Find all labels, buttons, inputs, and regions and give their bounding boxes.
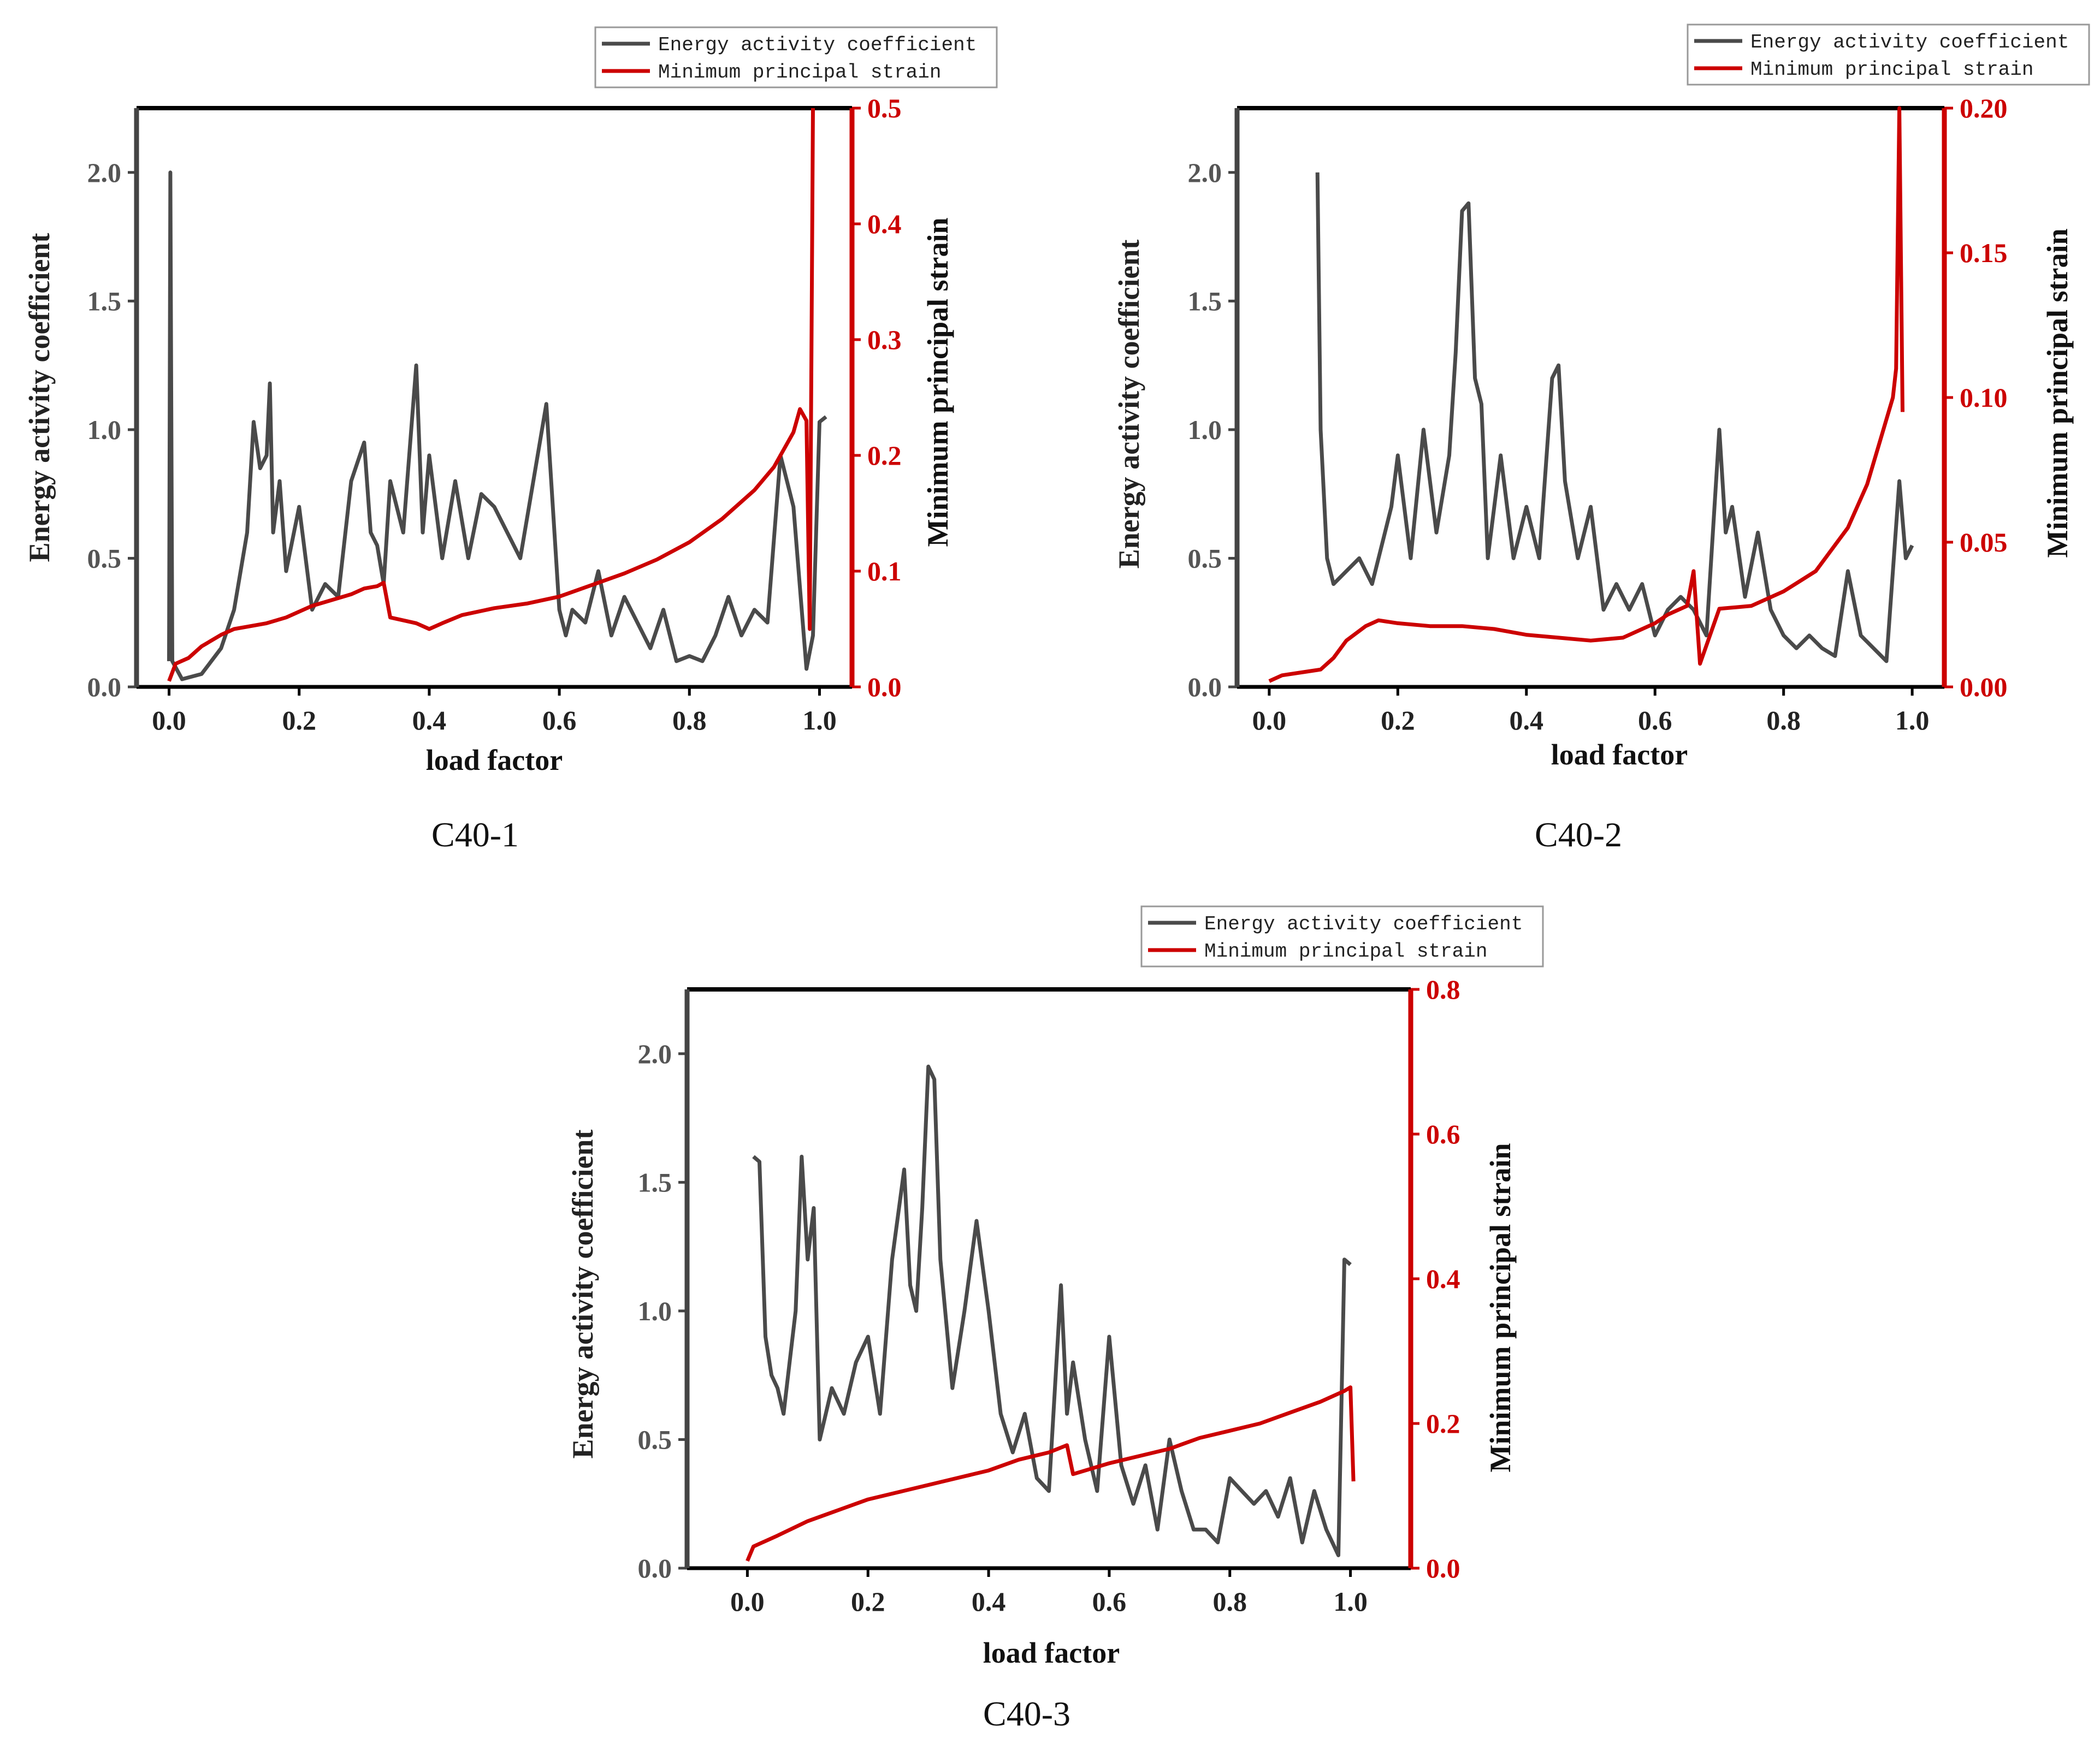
right-tick-label: 0.2 <box>867 440 902 471</box>
legend-box <box>594 26 998 88</box>
right-tick-label: 0.10 <box>1960 382 2008 413</box>
left-tick-label: 0.0 <box>87 672 122 702</box>
right-tick-label: 0.1 <box>867 556 902 586</box>
minimum-strain-series-line <box>1268 106 1904 683</box>
left-tick-label: 0.0 <box>638 1553 672 1583</box>
legend-label: Minimum principal strain <box>1204 940 1487 963</box>
legend-label: Energy activity coefficient <box>1204 913 1523 935</box>
left-tick-label: 1.0 <box>87 414 122 445</box>
right-tick-label: 0.00 <box>1960 672 2008 702</box>
panel-caption: C40-3 <box>983 1694 1070 1733</box>
right-tick-label: 0.8 <box>1426 974 1460 1005</box>
x-tick-label: 0.2 <box>282 705 316 735</box>
right-tick-label: 0.15 <box>1960 238 2008 268</box>
right-tick-label: 0.20 <box>1960 93 2008 123</box>
right-tick-label: 0.4 <box>867 209 902 239</box>
x-axis-title: load factor <box>1551 738 1688 771</box>
x-tick-label: 0.0 <box>152 705 186 735</box>
x-tick-label: 0.8 <box>1766 705 1801 735</box>
panel-caption: C40-1 <box>431 815 519 854</box>
x-tick-label: 0.8 <box>1213 1586 1247 1617</box>
x-tick-label: 1.0 <box>802 705 837 735</box>
x-axis-title: load factor <box>426 744 563 776</box>
legend-box <box>1140 905 1544 968</box>
panel-caption: C40-2 <box>1535 815 1622 854</box>
left-y-axis-title: Energy activity coefficient <box>1113 240 1145 569</box>
x-tick-label: 0.2 <box>851 1586 885 1617</box>
right-y-axis-title: Minimum principal strain <box>1484 1143 1517 1472</box>
energy-activity-series-line <box>167 170 827 681</box>
chart-c40-2: 0.0 0.2 0.4 0.6 0.8 1.0 0.0 0.5 1.0 1.5 2.0 0.00 0.0… <box>1113 23 2090 854</box>
x-tick-label: 1.0 <box>1333 1586 1368 1617</box>
left-y-axis-title: Energy activity coefficient <box>23 233 56 562</box>
legend-box <box>1687 23 2090 86</box>
right-tick-label: 0.4 <box>1426 1263 1460 1294</box>
right-tick-label: 0.0 <box>1426 1553 1460 1583</box>
x-tick-label: 0.2 <box>1381 705 1415 735</box>
x-tick-label: 0.4 <box>1510 705 1544 735</box>
x-tick-label: 0.6 <box>1638 705 1672 735</box>
legend: Energy activity coefficient Minimum princ… <box>1140 905 1544 968</box>
left-tick-label: 1.0 <box>638 1296 672 1326</box>
chart-c40-3: 0.0 0.2 0.4 0.6 0.8 1.0 0.0 0.5 1.0 1.5 2.0 0.0 0.2 0… <box>566 905 1544 1733</box>
right-tick-label: 0.05 <box>1960 527 2008 557</box>
legend: Energy activity coefficient Minimum princ… <box>1687 23 2090 86</box>
left-tick-label: 0.5 <box>638 1424 672 1455</box>
left-tick-label: 2.0 <box>87 157 122 188</box>
right-tick-label: 0.0 <box>867 672 902 702</box>
right-y-axis-title: Minimum principal strain <box>2041 228 2074 557</box>
x-tick-label: 0.6 <box>542 705 577 735</box>
left-tick-label: 0.5 <box>1188 543 1222 573</box>
left-tick-label: 2.0 <box>1188 157 1222 188</box>
x-tick-label: 0.4 <box>972 1586 1006 1617</box>
minimum-strain-series-line <box>167 108 815 682</box>
x-tick-label: 1.0 <box>1895 705 1930 735</box>
right-tick-label: 0.3 <box>867 324 902 355</box>
left-tick-label: 0.0 <box>1188 672 1222 702</box>
legend-label: Energy activity coefficient <box>658 34 977 56</box>
right-y-axis-title: Minimum principal strain <box>921 217 954 547</box>
left-tick-label: 1.5 <box>1188 286 1222 316</box>
legend-label: Minimum principal strain <box>658 61 941 84</box>
right-tick-label: 0.2 <box>1426 1408 1460 1439</box>
right-tick-label: 0.6 <box>1426 1119 1460 1149</box>
x-tick-label: 0.6 <box>1092 1586 1127 1617</box>
left-y-axis-title: Energy activity coefficient <box>566 1130 599 1459</box>
x-tick-label: 0.0 <box>1252 705 1287 735</box>
energy-activity-series-line <box>1315 172 1914 663</box>
chart-c40-1: 0.0 0.2 0.4 0.6 0.8 1.0 0.0 0.5 1.0 1.5 2.0 0.0 0.1 0… <box>23 26 998 854</box>
left-tick-label: 1.5 <box>87 286 122 316</box>
left-tick-label: 1.5 <box>638 1167 672 1197</box>
x-tick-label: 0.4 <box>412 705 447 735</box>
legend-label: Energy activity coefficient <box>1750 31 2069 54</box>
x-tick-label: 0.8 <box>672 705 707 735</box>
x-axis-title: load factor <box>983 1636 1120 1669</box>
energy-activity-series-line <box>752 1064 1352 1557</box>
left-tick-label: 1.0 <box>1188 414 1222 445</box>
minimum-strain-series-line <box>746 1385 1356 1562</box>
chart-panels: 0.0 0.2 0.4 0.6 0.8 1.00.00.51.01.52.00.00.10… <box>23 23 2090 1733</box>
x-tick-label: 0.0 <box>730 1586 765 1617</box>
legend-label: Minimum principal strain <box>1750 58 2033 81</box>
left-tick-label: 0.5 <box>87 543 122 573</box>
right-tick-label: 0.5 <box>867 93 902 123</box>
legend: Energy activity coefficient Minimum princ… <box>594 26 998 88</box>
left-tick-label: 2.0 <box>638 1039 672 1069</box>
